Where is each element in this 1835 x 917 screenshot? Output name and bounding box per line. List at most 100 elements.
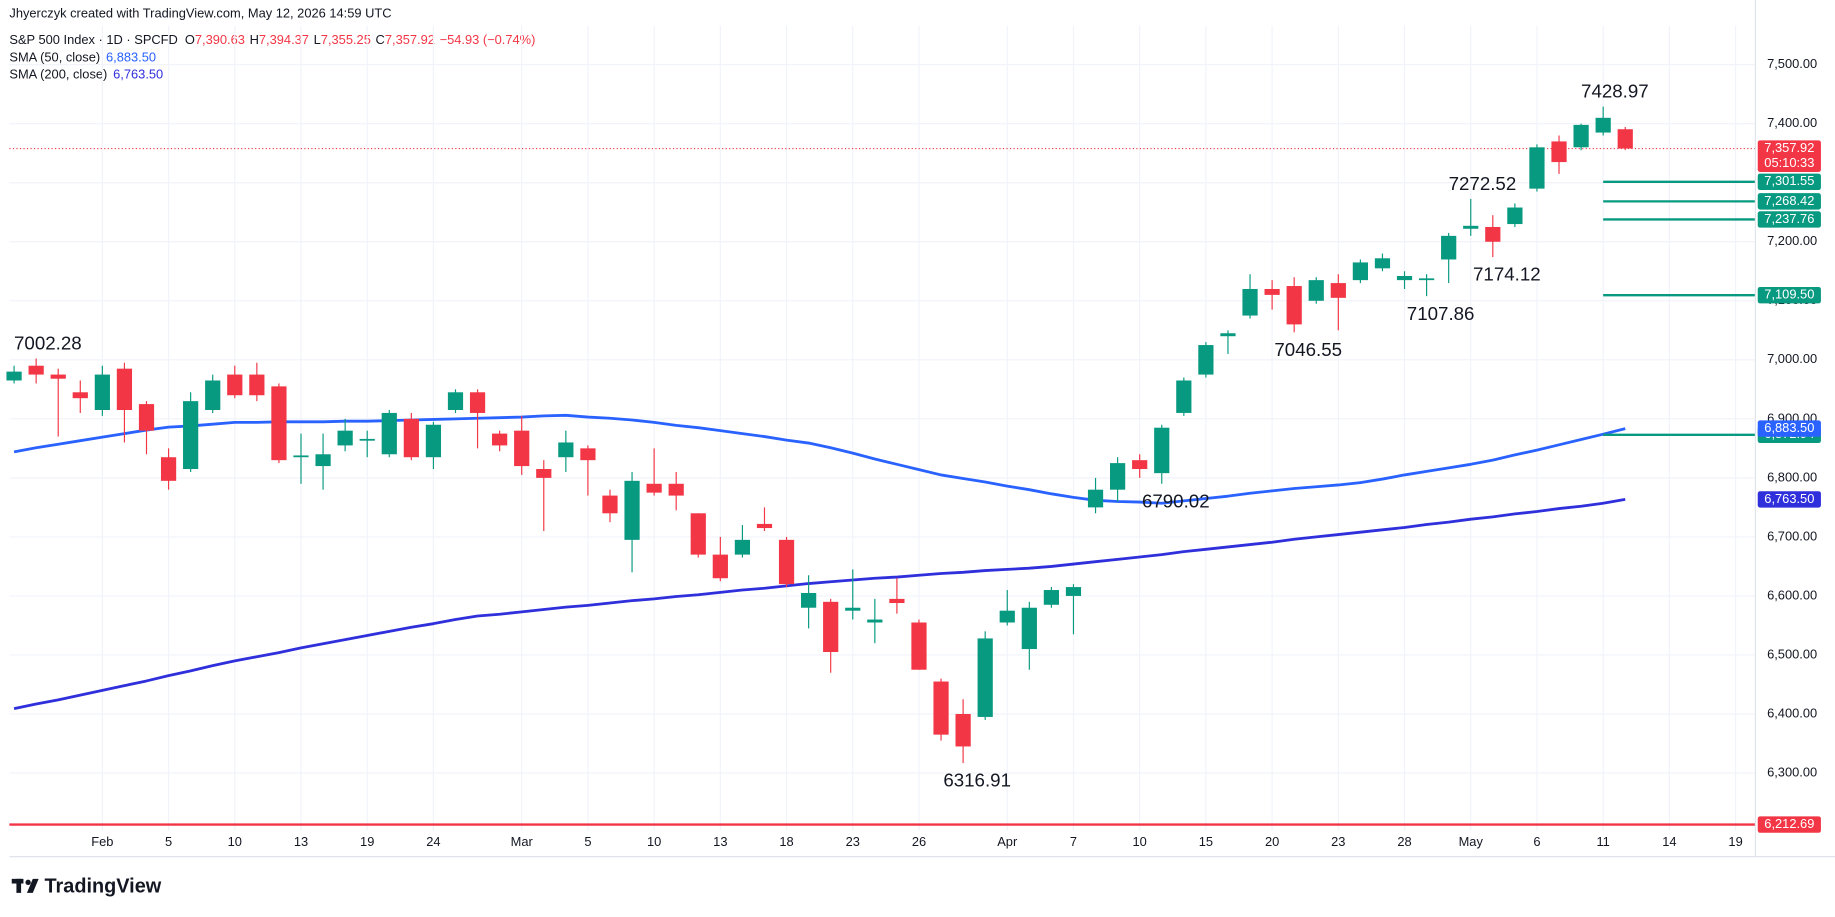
x-tick-label: Mar (511, 834, 534, 849)
low-label: 7174.12 (1473, 264, 1541, 285)
legend-value: 6,763.50 (113, 67, 163, 82)
candle-body (425, 424, 442, 458)
ohlc-key: H (250, 32, 259, 47)
sma-tag: 6,883.50 (1764, 420, 1814, 435)
symbol: S&P 500 Index · 1D · SPCFD (9, 32, 177, 47)
candle-body (1418, 278, 1435, 281)
candle-body (447, 392, 464, 410)
y-tick-label: 7,400.00 (1767, 115, 1817, 130)
candle-body (1463, 225, 1479, 229)
candle-body (1330, 283, 1346, 298)
ohlc-key: O (185, 32, 195, 47)
support-tag: 6,212.69 (1764, 816, 1814, 831)
candle-body (646, 483, 662, 493)
candle-body (469, 392, 486, 413)
candle-body (889, 598, 905, 604)
ohlc-value: 7,390.63 (195, 32, 245, 47)
low-label: 7107.86 (1407, 303, 1475, 324)
low-label: 6316.91 (943, 770, 1011, 791)
high-label: 7428.97 (1581, 80, 1649, 101)
plot: 7002.28 7272.52 7428.97 6316.91 6790.02 7046.… (6, 80, 1756, 826)
candle-body (359, 438, 375, 441)
x-tick-label: 23 (1331, 834, 1345, 849)
level-tag: 7,109.50 (1764, 287, 1814, 302)
x-tick-label: 28 (1397, 834, 1411, 849)
candle-body (1110, 463, 1126, 490)
candle-body (756, 523, 773, 529)
candle-body (823, 601, 839, 653)
y-tick-label: 6,300.00 (1767, 764, 1817, 779)
candle-body (1176, 380, 1192, 413)
level-tag: 7,237.76 (1764, 211, 1814, 226)
y-tick-label: 7,500.00 (1767, 56, 1817, 71)
candle-body (558, 442, 574, 458)
x-tick-label: 10 (647, 834, 661, 849)
ohlc-value: 7,355.25 (321, 32, 371, 47)
x-tick-label: 5 (584, 834, 591, 849)
sma-tag: 6,763.50 (1764, 491, 1814, 506)
x-tick-label: 24 (426, 834, 440, 849)
candle-body (580, 448, 596, 461)
legend-value: 6,883.50 (106, 50, 156, 65)
ohlc-value: 7,394.37 (259, 32, 309, 47)
low-label: 7046.55 (1274, 339, 1342, 360)
candle-body (1551, 141, 1567, 163)
x-tick-label: 7 (1070, 834, 1077, 849)
y-tick-label: 6,400.00 (1767, 705, 1817, 720)
candle-body (249, 374, 265, 396)
legend-name: SMA (200, close) (9, 67, 107, 82)
candle-body (315, 454, 331, 467)
candle-body (1308, 280, 1324, 301)
price-tag-bg (1757, 140, 1821, 172)
x-tick-label: 6 (1533, 834, 1540, 849)
credit: Jhyerczyk created with TradingView.com, … (9, 5, 391, 20)
candle-body (690, 513, 706, 555)
x-tick-label: 23 (846, 834, 860, 849)
candle-body (1264, 288, 1280, 295)
candle-body (778, 539, 795, 585)
candle-body (911, 622, 927, 670)
legend-name: SMA (50, close) (9, 50, 100, 65)
candle-body (536, 469, 552, 478)
x-tick-label: 10 (228, 834, 242, 849)
level-tag-bg (1757, 173, 1821, 191)
candle-body (801, 592, 817, 608)
legend: S&P 500 Index · 1D · SPCFD O7,390.63 H7,39… (9, 32, 535, 82)
high-label: 7002.28 (14, 332, 82, 353)
candle-body (514, 430, 530, 467)
sma-tag-bg (1757, 420, 1821, 437)
y-tick-label: 6,800.00 (1767, 469, 1817, 484)
x-tick-label: 18 (779, 834, 793, 849)
legend-sma-line: SMA (50, close) 6,883.50 (9, 50, 156, 65)
ohlc-key: C (376, 32, 385, 47)
level-tag-bg (1757, 286, 1821, 304)
sma-line (13, 413, 1626, 505)
candle-body (492, 433, 508, 446)
candle-body (116, 368, 133, 410)
x-tick-label: 13 (294, 834, 308, 849)
candle-body (1595, 117, 1611, 133)
candle-body (1485, 227, 1501, 242)
candle-body (160, 457, 177, 481)
x-tick-label: Feb (91, 834, 113, 849)
candle-body (183, 401, 199, 470)
ohlc-value: 7,357.92 (385, 32, 435, 47)
y-tick-label: 6,500.00 (1767, 646, 1817, 661)
candle-body (205, 380, 221, 410)
candle-body (999, 610, 1015, 623)
candle-body (1396, 275, 1413, 281)
candle-body (1529, 147, 1545, 189)
ohlc-key: L (314, 32, 321, 47)
candle-body (1507, 207, 1523, 225)
candle-body (227, 374, 243, 396)
high-label: 7272.52 (1449, 173, 1517, 194)
candle-body (712, 554, 728, 579)
candle-body (1220, 333, 1236, 337)
low-label: 6790.02 (1142, 490, 1210, 511)
x-tick-label: 13 (713, 834, 727, 849)
sma-tag-bg (1757, 491, 1821, 508)
candle-body (1286, 286, 1302, 325)
candle-body (1573, 124, 1589, 148)
candle-body (403, 418, 419, 458)
